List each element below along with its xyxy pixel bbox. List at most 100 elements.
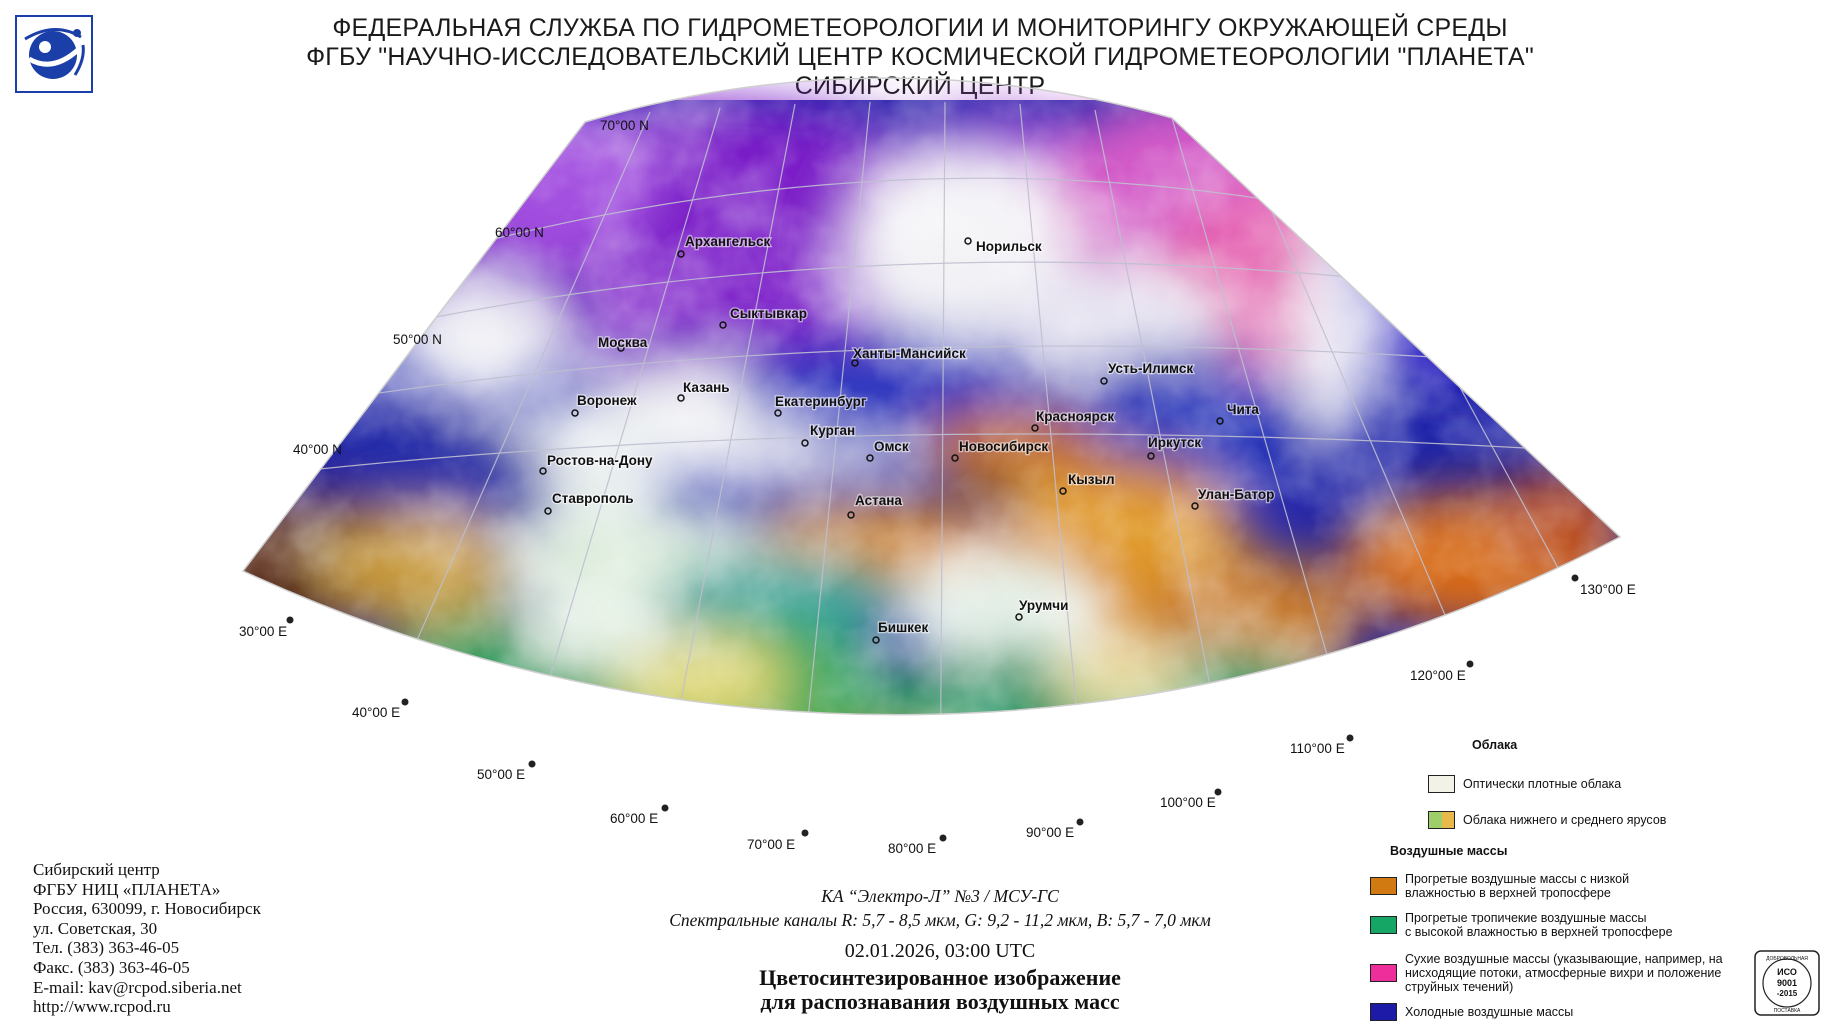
lon-marker xyxy=(401,698,409,706)
city-label: Урумчи xyxy=(1019,598,1068,613)
city-marker xyxy=(571,409,579,417)
map-frame xyxy=(241,77,1622,716)
lon-label: 70°00 E xyxy=(747,837,795,852)
city-marker xyxy=(774,409,782,417)
city-marker xyxy=(1015,613,1023,621)
city-label: Москва xyxy=(598,335,648,350)
lon-marker xyxy=(801,829,809,837)
city-marker xyxy=(1031,424,1039,432)
legend-clouds-heading: Облака xyxy=(1472,738,1518,752)
city-label: Ханты-Мансийск xyxy=(853,346,966,361)
lon-label: 120°00 E xyxy=(1410,668,1466,683)
swatch-dense-clouds xyxy=(1428,775,1455,793)
legend-item: Оптически плотные облака xyxy=(1428,775,1621,793)
legend-label: Холодные воздушные массы xyxy=(1405,1005,1574,1019)
legend-item: Прогретые тропичекие воздушные массы с в… xyxy=(1370,911,1673,939)
planeta-logo-icon xyxy=(15,15,93,93)
legend-label: Оптически плотные облака xyxy=(1463,777,1622,791)
legend-label-line: Прогретые воздушные массы с низкой xyxy=(1405,872,1630,886)
city-label: Екатеринбург xyxy=(775,394,867,409)
iso-certification-icon: ДОБРОВОЛЬНАЯ ИСО 9001 -2015 ПОСТАВКА xyxy=(1754,950,1820,1016)
legend-item: Холодные воздушные массы xyxy=(1370,1003,1573,1021)
city-label: Сыктывкар xyxy=(730,306,807,321)
city-label: Омск xyxy=(874,439,909,454)
contact-line: Сибирский центр xyxy=(33,860,160,879)
iso-text: 9001 xyxy=(1777,978,1797,988)
iso-text: ИСО xyxy=(1777,967,1797,977)
contact-line: ул. Советская, 30 xyxy=(33,918,158,938)
lat-label: 50°00 N xyxy=(393,332,442,347)
city-marker xyxy=(544,507,552,515)
city-marker xyxy=(847,511,855,519)
city-marker xyxy=(872,636,880,644)
legend-label-line: струйных течений) xyxy=(1405,980,1514,994)
lon-marker xyxy=(1346,734,1354,742)
city-marker xyxy=(964,237,972,245)
spectral-channels: Спектральные каналы R: 5,7 - 8,5 мкм, G:… xyxy=(669,910,1211,930)
city-label: Воронеж xyxy=(577,393,637,408)
header: ФЕДЕРАЛЬНАЯ СЛУЖБА ПО ГИДРОМЕТЕОРОЛОГИИ … xyxy=(0,14,1840,101)
city-marker xyxy=(539,467,547,475)
lon-label: 90°00 E xyxy=(1026,825,1074,840)
legend-item: Облака нижнего и среднего ярусов xyxy=(1428,811,1666,829)
city-marker xyxy=(951,454,959,462)
lat-label: 70°00 N xyxy=(600,118,649,133)
contact-line: Россия, 630099, г. Новосибирск xyxy=(33,899,261,919)
swatch-cold-air xyxy=(1370,1003,1397,1021)
contact-line: ФГБУ НИЦ «ПЛАНЕТА» xyxy=(33,879,221,899)
iso-text: ДОБРОВОЛЬНАЯ xyxy=(1766,956,1808,962)
contact-line: Факс. (383) 363-46-05 xyxy=(33,957,190,977)
city-marker xyxy=(677,394,685,402)
lon-label: 130°00 E xyxy=(1580,582,1636,597)
city-label: Чита xyxy=(1227,402,1259,417)
lon-marker xyxy=(1466,660,1474,668)
city-label: Улан-Батор xyxy=(1198,487,1274,502)
contact-url: http://www.rcpod.ru xyxy=(33,997,171,1017)
city-label: Норильск xyxy=(976,239,1042,254)
city-marker xyxy=(1059,487,1067,495)
legend-label: Сухие воздушные массы (указывающие, напр… xyxy=(1405,952,1723,994)
product-title-line-2: для распознавания воздушных масс xyxy=(760,989,1120,1014)
lon-marker xyxy=(1076,818,1084,826)
product-info: КА “Электро-Л” №3 / МСУ-ГС Спектральные … xyxy=(560,884,1320,1014)
iso-text: ПОСТАВКА xyxy=(1774,1008,1801,1014)
city-marker xyxy=(719,321,727,329)
city-label: Казань xyxy=(683,380,730,395)
legend-item: Сухие воздушные массы (указывающие, напр… xyxy=(1370,952,1723,994)
city-label: Кызыл xyxy=(1068,472,1115,487)
lon-label: 50°00 E xyxy=(477,767,525,782)
legend-air-masses-heading: Воздушные массы xyxy=(1390,844,1508,858)
header-line-1: ФЕДЕРАЛЬНАЯ СЛУЖБА ПО ГИДРОМЕТЕОРОЛОГИИ … xyxy=(332,14,1508,42)
legend-label-line: Прогретые тропичекие воздушные массы xyxy=(1405,911,1647,925)
lon-marker xyxy=(1214,788,1222,796)
city-marker xyxy=(1216,417,1224,425)
imagery xyxy=(243,90,1620,715)
lon-marker xyxy=(286,616,294,624)
lon-label: 60°00 E xyxy=(610,811,658,826)
contact-block: Сибирский центр ФГБУ НИЦ «ПЛАНЕТА» Росси… xyxy=(33,860,261,1017)
city-label: Архангельск xyxy=(685,234,771,249)
header-line-3: СИБИРСКИЙ ЦЕНТР xyxy=(794,72,1046,100)
legend-item: Прогретые воздушные массы с низкой влажн… xyxy=(1370,872,1629,900)
cities: Архангельск Норильск Сыктывкар Москва Ха… xyxy=(539,233,1276,644)
satellite-name: КА “Электро-Л” №3 / МСУ-ГС xyxy=(821,886,1059,906)
legend-label-line: Сухие воздушные массы (указывающие, напр… xyxy=(1405,952,1723,966)
product-title-line-1: Цветосинтезированное изображение xyxy=(759,965,1121,990)
lon-label: 100°00 E xyxy=(1160,795,1216,810)
legend-label: Прогретые воздушные массы с низкой влажн… xyxy=(1405,872,1629,900)
lon-label: 30°00 E xyxy=(239,624,287,639)
header-line-2: ФГБУ "НАУЧНО-ИССЛЕДОВАТЕЛЬСКИЙ ЦЕНТР КОС… xyxy=(306,43,1534,71)
city-label: Курган xyxy=(810,423,855,438)
city-label: Астана xyxy=(855,493,902,508)
legend-label-line: с высокой влажностью в верхней тропосфер… xyxy=(1405,925,1673,939)
city-label: Новосибирск xyxy=(959,439,1048,454)
lon-label: 110°00 E xyxy=(1290,741,1345,756)
graticule xyxy=(243,101,1571,715)
city-marker xyxy=(851,359,859,367)
city-label: Ростов-на-Дону xyxy=(547,453,653,468)
city-marker xyxy=(617,344,625,352)
city-marker xyxy=(801,439,809,447)
city-label: Усть-Илимск xyxy=(1108,361,1193,376)
